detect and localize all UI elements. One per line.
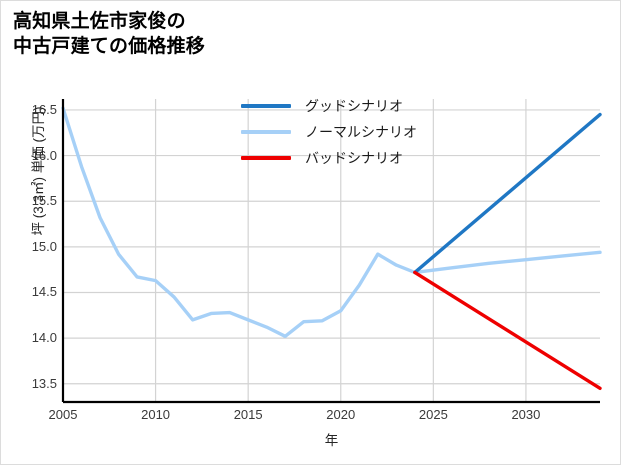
legend-item[interactable]: ノーマルシナリオ	[241, 119, 417, 145]
legend-item-label: バッドシナリオ	[305, 150, 403, 166]
legend-color-swatch	[241, 155, 291, 161]
legend-color-swatch	[241, 129, 291, 135]
legend-item-label: グッドシナリオ	[305, 98, 403, 114]
chart-legend: グッドシナリオ ノーマルシナリオ バッドシナリオ	[241, 93, 417, 171]
legend-color-swatch	[241, 103, 291, 109]
page-title: 高知県土佐市家俊の 中古戸建ての価格推移	[13, 11, 206, 58]
y-tick-label: 16.0	[31, 147, 57, 163]
x-tick-label: 2015	[233, 407, 263, 422]
legend-item-label: ノーマルシナリオ	[305, 124, 417, 140]
legend-item[interactable]: バッドシナリオ	[241, 145, 417, 171]
series-line	[413, 112, 602, 275]
y-tick-label: 15.0	[31, 238, 57, 254]
series-line	[413, 270, 602, 391]
y-tick-label: 13.5	[31, 375, 57, 391]
x-tick-label: 2005	[48, 407, 78, 422]
x-tick-label: 2010	[141, 407, 171, 422]
y-tick-label: 16.5	[31, 101, 57, 117]
y-tick-label: 15.5	[31, 193, 57, 209]
y-tick-label: 14.5	[31, 284, 57, 300]
x-tick-label: 2020	[326, 407, 356, 422]
series-layer	[61, 106, 602, 391]
y-axis-title: 坪 (3.3㎡) 単価 (万円)	[31, 106, 46, 236]
series-line	[61, 106, 602, 338]
legend-item[interactable]: グッドシナリオ	[241, 93, 417, 119]
y-tick-label: 14.0	[31, 330, 57, 346]
x-tick-label: 2030	[511, 407, 541, 422]
x-axis-title: 年	[324, 433, 339, 448]
x-tick-label: 2025	[418, 407, 448, 422]
